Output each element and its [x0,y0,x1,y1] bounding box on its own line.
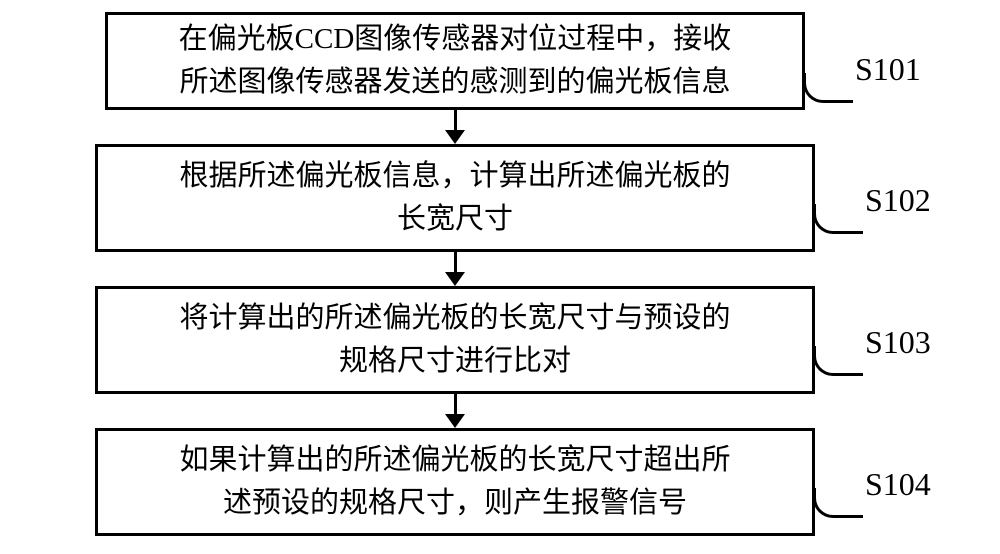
step-label-2: S102 [865,182,931,219]
connector-2 [813,204,863,234]
arrow-3 [445,394,465,428]
step-row-2: 根据所述偏光板信息，计算出所述偏光板的 长宽尺寸 S102 [95,144,905,252]
step-4-line2: 述预设的规格尺寸，则产生报警信号 [223,487,687,519]
connector-4 [813,488,863,518]
step-box-1: 在偏光板CCD图像传感器对位过程中，接收 所述图像传感器发送的感测到的偏光板信息 [105,12,805,110]
step-box-3: 将计算出的所述偏光板的长宽尺寸与预设的 规格尺寸进行比对 [95,286,815,394]
step-row-1: 在偏光板CCD图像传感器对位过程中，接收 所述图像传感器发送的感测到的偏光板信息… [105,12,895,110]
step-2-line2: 长宽尺寸 [397,203,513,235]
step-row-3: 将计算出的所述偏光板的长宽尺寸与预设的 规格尺寸进行比对 S103 [95,286,905,394]
step-4-line1: 如果计算出的所述偏光板的长宽尺寸超出所 [179,444,730,476]
connector-3 [813,346,863,376]
arrow-2 [445,252,465,286]
flowchart-container: 在偏光板CCD图像传感器对位过程中，接收 所述图像传感器发送的感测到的偏光板信息… [95,12,905,536]
step-2-line1: 根据所述偏光板信息，计算出所述偏光板的 [179,160,730,192]
connector-1 [803,73,853,103]
step-1-line1: 在偏光板CCD图像传感器对位过程中，接收 [179,23,732,55]
step-1-line2: 所述图像传感器发送的感测到的偏光板信息 [179,66,730,98]
step-box-4: 如果计算出的所述偏光板的长宽尺寸超出所 述预设的规格尺寸，则产生报警信号 [95,428,815,536]
step-3-line2: 规格尺寸进行比对 [339,345,571,377]
step-3-line1: 将计算出的所述偏光板的长宽尺寸与预设的 [179,302,730,334]
step-box-2: 根据所述偏光板信息，计算出所述偏光板的 长宽尺寸 [95,144,815,252]
arrow-1 [445,110,465,144]
step-label-4: S104 [865,466,931,503]
step-row-4: 如果计算出的所述偏光板的长宽尺寸超出所 述预设的规格尺寸，则产生报警信号 S10… [95,428,905,536]
step-label-1: S101 [855,51,921,88]
step-label-3: S103 [865,324,931,361]
